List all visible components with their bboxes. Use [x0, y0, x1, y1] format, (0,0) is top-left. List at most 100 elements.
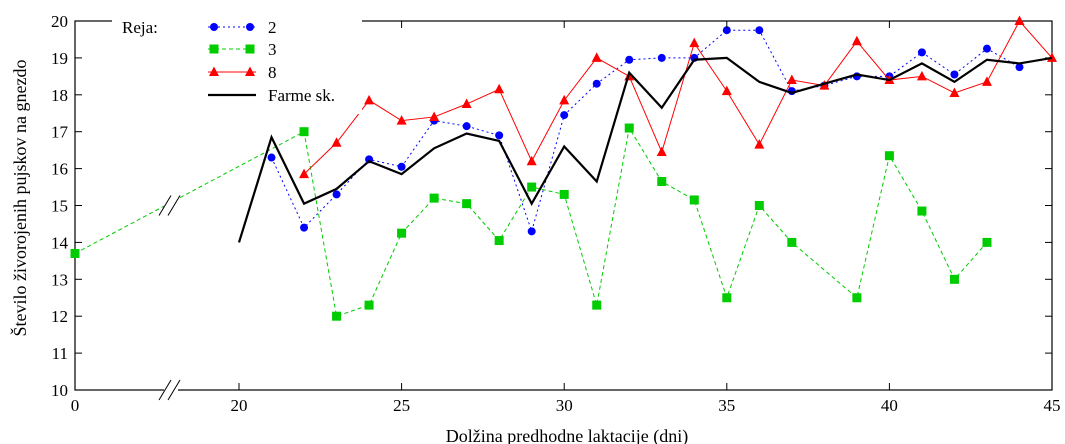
data-point — [917, 206, 927, 216]
legend-background — [112, 12, 362, 114]
data-point — [462, 122, 471, 131]
data-point — [754, 201, 764, 210]
data-point — [851, 35, 862, 46]
x-tick-label: 40 — [881, 396, 898, 415]
data-point — [722, 26, 731, 35]
legend-swatch-marker — [245, 66, 255, 76]
data-point — [689, 195, 699, 205]
legend-item: 2 — [208, 18, 277, 37]
data-point — [884, 151, 894, 161]
data-point — [787, 237, 797, 247]
legend: Reja: 2 3 8 Farme sk. — [112, 12, 362, 114]
y-tick-label: 19 — [51, 49, 68, 68]
legend-label: 2 — [268, 18, 277, 37]
data-point — [950, 70, 959, 79]
data-point — [625, 55, 634, 64]
data-point — [331, 137, 342, 147]
data-point — [722, 293, 732, 303]
data-point — [592, 300, 602, 310]
data-point — [592, 79, 601, 88]
data-point — [559, 94, 570, 105]
legend-swatch-marker — [210, 23, 218, 31]
data-point — [299, 127, 309, 137]
series-8 — [299, 15, 1057, 179]
axis-break-marker — [158, 379, 181, 401]
y-tick-label: 12 — [51, 307, 68, 326]
break-slash — [158, 195, 172, 216]
data-point — [70, 248, 80, 258]
series-line — [303, 20, 1053, 175]
data-point — [560, 111, 569, 120]
data-point — [721, 85, 732, 96]
break-slash — [167, 195, 181, 216]
data-point — [332, 311, 342, 321]
legend-title: Reja: — [122, 18, 158, 37]
legend-swatch-marker — [209, 44, 219, 54]
data-point — [332, 190, 341, 199]
data-point — [916, 70, 927, 81]
series-2 — [267, 26, 1024, 236]
legend-swatch-marker — [246, 23, 254, 31]
data-point — [461, 98, 472, 109]
data-point — [949, 87, 960, 97]
x-tick-label: 0 — [71, 396, 80, 415]
data-point — [397, 228, 407, 238]
data-point — [397, 162, 406, 171]
data-point — [624, 123, 634, 133]
legend-swatch-marker — [245, 44, 255, 54]
data-point — [755, 26, 764, 35]
series-line — [74, 126, 988, 317]
data-point — [982, 237, 992, 247]
break-slash — [167, 379, 181, 401]
data-point — [527, 227, 536, 236]
axes: 10 11 12 13 14 15 16 17 18 19 20 0 20 25 30 35 40 45 — [51, 12, 1061, 415]
y-tick-label: 11 — [52, 344, 68, 363]
data-point — [852, 293, 862, 303]
y-tick-label: 10 — [51, 381, 68, 400]
series-layer — [70, 15, 1057, 321]
x-tick-label: 45 — [1044, 396, 1061, 415]
legend-label: 3 — [268, 40, 277, 59]
x-tick-label: 35 — [718, 396, 735, 415]
data-point — [656, 146, 667, 156]
data-point — [754, 139, 765, 149]
data-point — [949, 274, 959, 284]
data-point — [267, 153, 276, 162]
data-point — [495, 131, 504, 140]
y-tick-label: 15 — [51, 197, 68, 216]
data-point — [429, 193, 439, 203]
y-tick-label: 14 — [51, 233, 69, 252]
legend-item: 3 — [208, 40, 277, 59]
data-point — [494, 236, 504, 246]
break-gap — [164, 195, 178, 216]
data-point — [526, 155, 537, 166]
data-point — [689, 37, 700, 48]
y-axis-label: Število živorojenih pujskov na gnezdo — [9, 60, 30, 337]
data-point — [299, 168, 310, 179]
legend-swatch-marker — [209, 66, 219, 76]
data-point — [591, 52, 602, 62]
data-point — [494, 83, 505, 94]
legend-label: 8 — [268, 63, 277, 82]
y-tick-label: 13 — [51, 270, 68, 289]
legend-label: Farme sk. — [268, 86, 335, 105]
data-point — [527, 182, 537, 192]
data-point — [364, 300, 374, 310]
x-axis-label: Dolžina predhodne laktacije (dni) — [446, 426, 688, 444]
series-line — [237, 56, 1053, 243]
data-point — [1014, 15, 1025, 25]
legend-item: Farme sk. — [208, 86, 335, 105]
x-tick-label: 20 — [231, 396, 248, 415]
break-slash — [158, 379, 172, 401]
legend-item: 8 — [208, 63, 277, 82]
y-tick-label: 20 — [51, 12, 68, 31]
y-tick-label: 18 — [51, 86, 68, 105]
data-point — [981, 76, 992, 86]
series-3 — [70, 123, 992, 321]
data-point — [982, 44, 991, 53]
x-tick-label: 30 — [556, 396, 573, 415]
data-point — [429, 111, 440, 121]
data-point — [300, 223, 309, 232]
data-point — [657, 177, 667, 187]
